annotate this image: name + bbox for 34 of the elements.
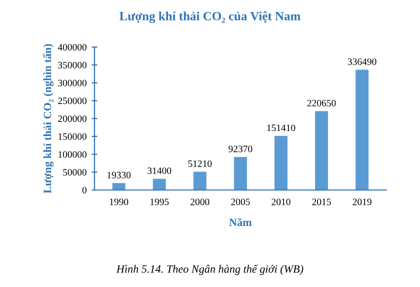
data-label: 92370 [228,146,252,152]
y-axis-title: Lượng khí thải CO₂ (nghìn tấn) [42,44,54,194]
y-tick-label: 400000 [58,44,86,51]
x-tick-label: 1995 [150,198,169,206]
y-tick-label: 150000 [58,133,86,140]
data-label: 51210 [188,160,212,167]
bar [356,70,369,190]
y-tick-label: 0 [82,186,86,194]
x-axis-title: Năm [229,218,252,226]
data-label: 19330 [108,172,131,178]
x-tick-label: 2000 [190,198,210,206]
bar [112,183,126,190]
chart-title: Lượng khí thải CO₂ của Việt Nam [120,11,300,24]
bar [234,156,247,190]
bar [315,111,328,190]
bar [193,172,206,190]
data-label: 31400 [148,167,172,174]
y-tick-label: 300000 [58,80,86,86]
y-tick-label: 250000 [58,98,86,104]
x-tick-label: 2015 [312,198,331,206]
data-label: 151410 [267,124,296,132]
text: Hình 5.14. Theo Ngân hàng thế giới (WB) [116,264,304,275]
x-tick-label: 2010 [272,198,290,206]
x-tick-label: 1990 [110,198,128,206]
bar [152,178,166,190]
data-label: 220650 [307,100,336,106]
x-tick-label: 2005 [231,198,250,206]
y-tick-label: 100000 [58,151,86,158]
data-label: 336490 [348,58,376,66]
x-tick-label: 2019 [352,198,372,206]
y-tick-label: 350000 [58,62,86,68]
y-tick-label: 50000 [63,169,86,176]
bar [274,136,288,190]
y-tick-label: 200000 [58,115,86,122]
